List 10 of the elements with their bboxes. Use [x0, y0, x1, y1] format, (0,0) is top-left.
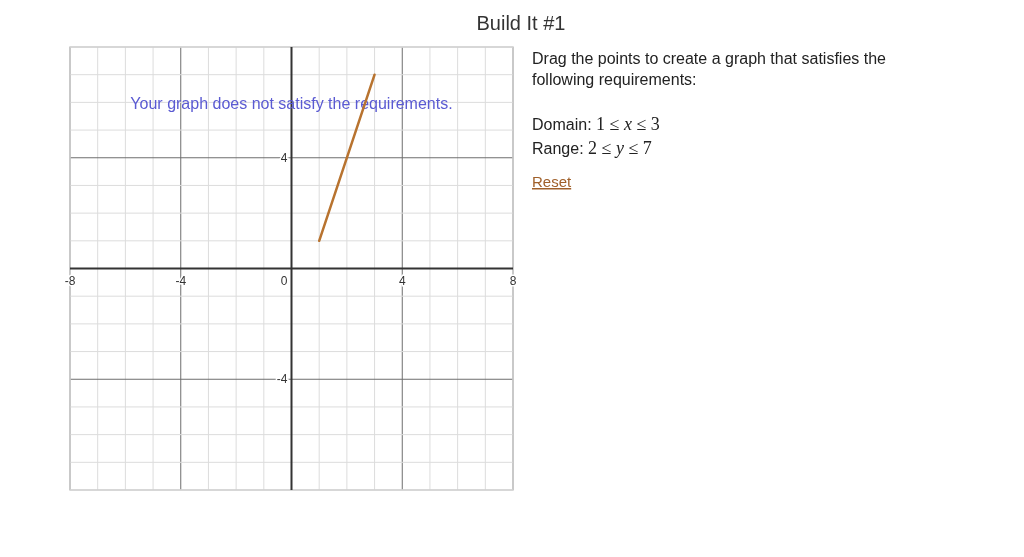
x-tick-label: 8: [509, 273, 517, 288]
text: Range: 2 ≤ y ≤ 7: [532, 138, 652, 158]
chart-title: Build It #1: [476, 12, 566, 34]
x-tick-label: -8: [64, 273, 76, 288]
x-tick-label: 0: [280, 273, 288, 288]
text: Reset: [532, 173, 573, 190]
text: Domain: 1 ≤ x ≤ 3: [532, 114, 660, 134]
text: Drag the points to create a graph that satisfies the following requirements:: [532, 50, 887, 88]
x-tick-label: -4: [175, 273, 187, 288]
x-tick-label: 4: [398, 273, 406, 288]
